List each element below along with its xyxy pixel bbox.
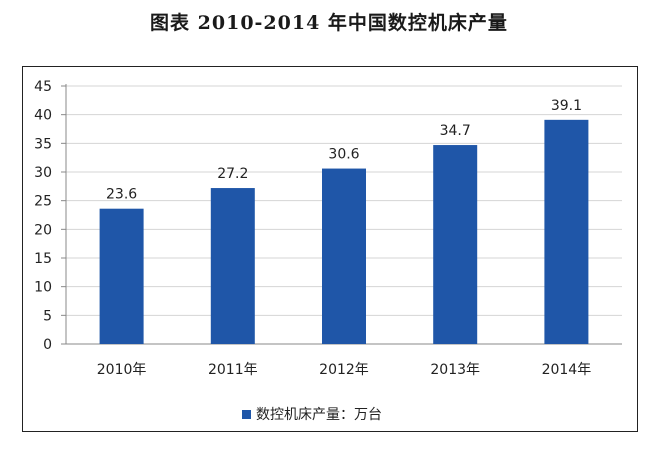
y-tick-label: 35 <box>34 136 52 152</box>
bar-2011 <box>210 188 255 344</box>
y-tick-label: 15 <box>34 251 52 267</box>
x-tick-label: 2013年 <box>430 362 480 378</box>
data-label: 23.6 <box>106 187 137 203</box>
x-tick-label: 2014年 <box>542 362 592 378</box>
data-labels: 23.6 27.2 30.6 34.7 39.1 <box>106 98 582 203</box>
y-tick-label: 30 <box>34 165 52 181</box>
y-tick-label: 0 <box>43 337 52 353</box>
x-tick-label: 2012年 <box>319 362 369 378</box>
y-tick-label: 40 <box>34 108 52 124</box>
chart-frame <box>22 66 638 432</box>
chart-title: 图表 2010-2014 年中国数控机床产量 <box>150 12 508 34</box>
x-tick-label: 2011年 <box>208 362 258 378</box>
y-tick-label: 10 <box>34 280 52 296</box>
legend-swatch <box>242 410 251 419</box>
data-label: 39.1 <box>551 98 582 114</box>
y-tick-label: 20 <box>34 222 52 238</box>
legend-label: 数控机床产量：万台 <box>256 407 382 423</box>
bars <box>99 119 589 345</box>
y-tick-label: 5 <box>43 308 52 324</box>
data-label: 34.7 <box>440 123 471 139</box>
data-label: 27.2 <box>217 166 248 182</box>
x-tick-labels: 2010年 2011年 2012年 2013年 2014年 <box>97 362 591 378</box>
y-tick-labels: 0 5 10 15 20 25 30 35 40 45 <box>34 79 52 353</box>
bar-2013 <box>433 145 478 344</box>
legend: 数控机床产量：万台 <box>242 407 382 423</box>
bar-2014 <box>544 119 589 345</box>
data-label: 30.6 <box>328 147 359 163</box>
y-tick-label: 25 <box>34 194 52 210</box>
y-tick-label: 45 <box>34 79 52 95</box>
bar-2012 <box>322 168 366 344</box>
bar-2010 <box>99 208 144 344</box>
x-tick-label: 2010年 <box>97 362 147 378</box>
